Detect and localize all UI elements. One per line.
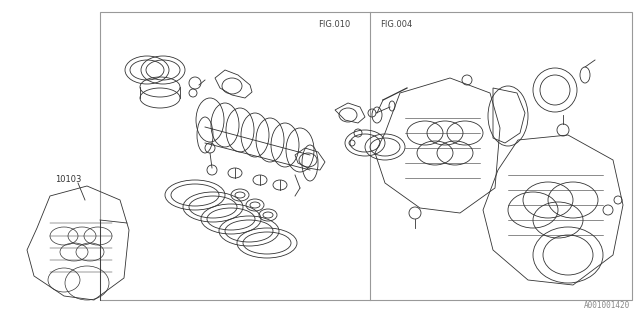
- Text: FIG.010: FIG.010: [317, 20, 350, 29]
- Bar: [100, 12, 632, 300]
- Text: FIG.004: FIG.004: [380, 20, 412, 29]
- Text: 10103: 10103: [55, 175, 81, 184]
- Text: A001001420: A001001420: [584, 301, 630, 310]
